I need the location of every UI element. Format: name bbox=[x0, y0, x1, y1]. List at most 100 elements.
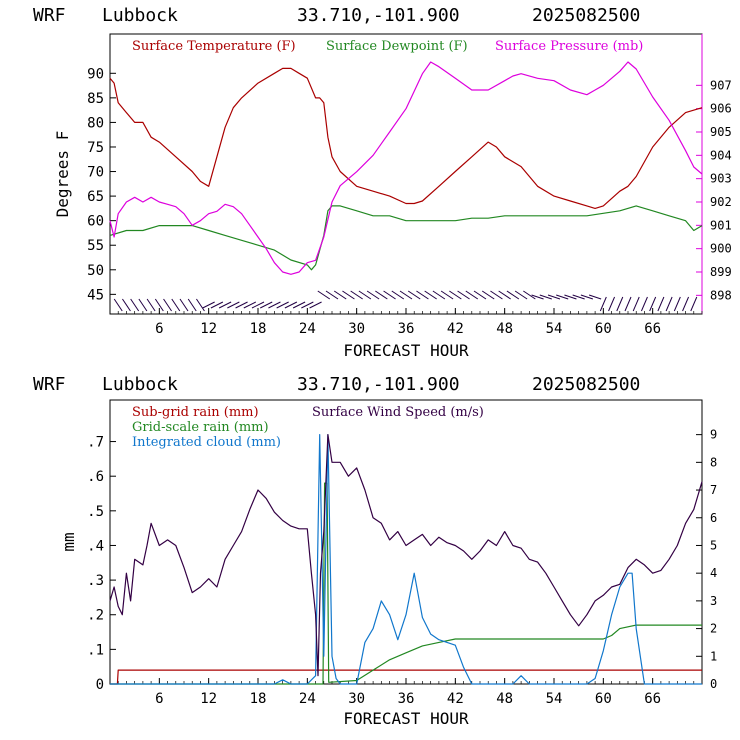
wind-barb bbox=[624, 296, 632, 312]
series-line-4 bbox=[109, 434, 703, 677]
bottom-header-run: 2025082500 bbox=[532, 374, 640, 395]
wind-barb bbox=[449, 290, 462, 300]
x-tick-label: 6 bbox=[155, 691, 163, 707]
wind-barb bbox=[113, 298, 123, 312]
y2-tick-label: 8 bbox=[710, 455, 717, 469]
top-x-axis-label: FORECAST HOUR bbox=[343, 341, 469, 360]
x-tick-label: 6 bbox=[155, 321, 163, 337]
wind-barb bbox=[399, 290, 413, 300]
y2-tick-label: 898 bbox=[710, 288, 732, 302]
wind-barb bbox=[292, 301, 306, 309]
bottom-axes: 6 12 18 24 30 36 42 48 54 60 660.1.2.3.4.5.6.70123… bbox=[87, 428, 717, 707]
wind-barb bbox=[690, 296, 698, 312]
wind-barb bbox=[122, 298, 131, 312]
wind-barb bbox=[284, 301, 298, 309]
precipitation-chart: WRF Lubbock 33.710,-101.900 2025082500 S… bbox=[33, 374, 717, 728]
x-tick-label: 36 bbox=[398, 321, 415, 337]
wind-barb bbox=[333, 290, 347, 300]
y2-tick-label: 902 bbox=[710, 195, 732, 209]
x-tick-label: 42 bbox=[447, 321, 464, 337]
wind-barb bbox=[490, 290, 503, 300]
y2-tick-label: 906 bbox=[710, 102, 732, 116]
bottom-series bbox=[109, 434, 703, 685]
wind-barb bbox=[138, 298, 148, 312]
wind-barb bbox=[616, 296, 624, 312]
wind-barb bbox=[498, 290, 511, 300]
wind-barb bbox=[465, 290, 479, 300]
y-tick-label: .6 bbox=[87, 469, 104, 485]
wind-barb bbox=[531, 294, 544, 300]
series-line-1 bbox=[109, 67, 703, 209]
legend-integrated-cloud: Integrated cloud (mm) bbox=[132, 435, 281, 450]
wind-barb bbox=[539, 294, 552, 300]
legend-dewpoint: Surface Dewpoint (F) bbox=[326, 39, 468, 54]
wind-barb bbox=[514, 290, 528, 300]
wind-barb bbox=[375, 290, 388, 300]
y2-tick-label: 4 bbox=[710, 566, 717, 580]
y2-tick-label: 7 bbox=[710, 483, 717, 497]
top-header-location: Lubbock bbox=[102, 5, 178, 26]
series-line-3 bbox=[109, 61, 703, 275]
wind-barb bbox=[130, 298, 140, 312]
x-tick-label: 12 bbox=[200, 691, 217, 707]
y2-tick-label: 9 bbox=[710, 428, 717, 442]
y-tick-label: 85 bbox=[87, 91, 104, 107]
y2-tick-label: 0 bbox=[710, 677, 717, 691]
wind-barb bbox=[358, 290, 372, 300]
wind-barb bbox=[572, 294, 585, 300]
wind-barb bbox=[171, 298, 181, 312]
wind-barb bbox=[227, 301, 240, 309]
wind-barb bbox=[251, 301, 265, 309]
wind-barb bbox=[481, 290, 495, 300]
y-tick-label: .5 bbox=[87, 504, 104, 520]
bottom-x-axis-label: FORECAST HOUR bbox=[343, 709, 469, 728]
series-line-3 bbox=[110, 434, 702, 685]
wind-barb bbox=[350, 290, 363, 300]
x-tick-label: 60 bbox=[595, 691, 612, 707]
wind-barb bbox=[268, 301, 281, 309]
x-tick-label: 60 bbox=[595, 321, 612, 337]
wind-barb bbox=[599, 296, 607, 312]
x-tick-label: 30 bbox=[348, 691, 365, 707]
wind-barb bbox=[424, 290, 437, 300]
top-y-axis-label: Degrees F bbox=[53, 131, 72, 218]
wind-barbs bbox=[113, 290, 698, 312]
wind-barb bbox=[235, 301, 248, 309]
temperature-chart: WRF Lubbock 33.710,-101.900 2025082500 S… bbox=[33, 5, 732, 360]
bottom-header-location: Lubbock bbox=[102, 374, 178, 395]
y-tick-label: 70 bbox=[87, 165, 104, 181]
wind-barb bbox=[407, 290, 421, 300]
x-tick-label: 54 bbox=[546, 691, 563, 707]
x-tick-label: 12 bbox=[200, 321, 217, 337]
wind-barb bbox=[391, 290, 405, 300]
legend-pressure: Surface Pressure (mb) bbox=[495, 39, 643, 54]
y-tick-label: 60 bbox=[87, 214, 104, 230]
wind-barb bbox=[506, 290, 520, 300]
y-tick-label: 90 bbox=[87, 66, 104, 82]
x-tick-label: 48 bbox=[496, 691, 513, 707]
y-tick-label: 45 bbox=[87, 287, 104, 303]
y-tick-label: 50 bbox=[87, 263, 104, 279]
wind-barb bbox=[665, 296, 673, 312]
wind-barb bbox=[673, 296, 681, 312]
wind-barb bbox=[187, 298, 197, 312]
y-tick-label: .4 bbox=[87, 538, 104, 554]
wind-barb bbox=[218, 301, 232, 309]
legend-wind-speed: Surface Wind Speed (m/s) bbox=[312, 405, 484, 420]
y-tick-label: 55 bbox=[87, 238, 104, 254]
wind-barb bbox=[556, 294, 569, 300]
y2-tick-label: 899 bbox=[710, 265, 732, 279]
wind-barb bbox=[608, 296, 616, 312]
wind-barb bbox=[210, 301, 224, 309]
legend-temperature: Surface Temperature (F) bbox=[132, 39, 296, 54]
y-tick-label: 80 bbox=[87, 115, 104, 131]
wind-barb bbox=[640, 296, 648, 312]
wind-barb bbox=[547, 294, 561, 300]
wind-barb bbox=[163, 298, 172, 312]
top-series bbox=[109, 61, 703, 275]
y-tick-label: 0 bbox=[96, 677, 104, 693]
wind-barb bbox=[301, 301, 314, 309]
bottom-header-model: WRF bbox=[33, 374, 66, 395]
wind-barb bbox=[588, 294, 602, 300]
wind-barb bbox=[649, 296, 657, 312]
